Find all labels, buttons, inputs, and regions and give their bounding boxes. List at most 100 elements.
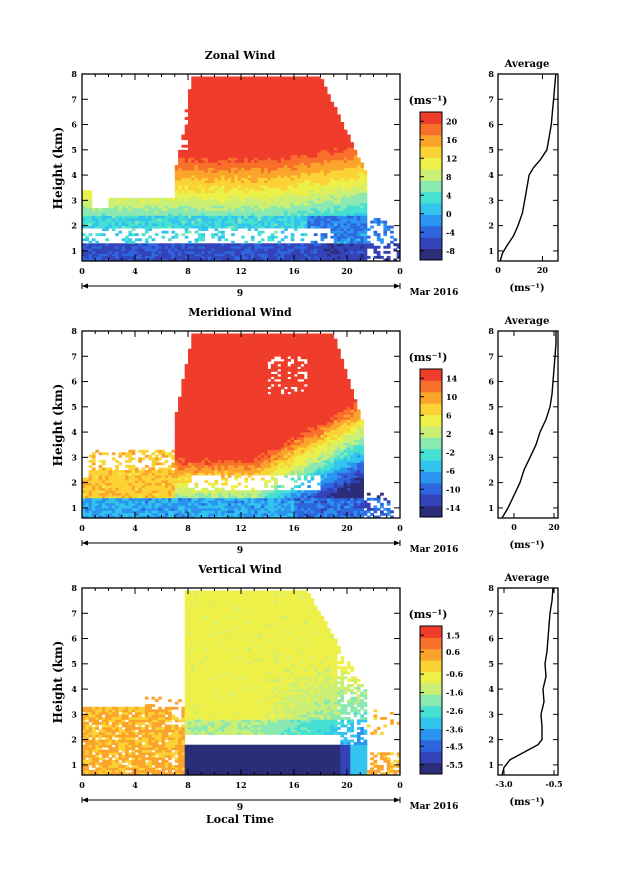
heatmap-cell: [353, 223, 358, 226]
heatmap-cell: [333, 111, 338, 115]
heatmap-cell: [217, 213, 222, 216]
heatmap-cell: [237, 104, 242, 108]
heatmap-cell: [247, 94, 252, 98]
heatmap-cell: [320, 154, 325, 158]
heatmap-cell: [277, 162, 282, 166]
heatmap-cell: [277, 190, 282, 194]
heatmap-cell: [231, 147, 235, 151]
heatmap-cell: [211, 149, 215, 153]
heatmap-cell: [247, 86, 252, 90]
heatmap-cell: [194, 122, 199, 125]
heatmap-cell: [237, 207, 242, 211]
heatmap-cell: [111, 512, 116, 516]
heatmap-cell: [270, 258, 275, 262]
heatmap-cell: [277, 147, 282, 151]
heatmap-cell: [317, 159, 321, 163]
heatmap-cell: [101, 502, 106, 506]
heatmap-cell: [217, 255, 222, 259]
heatmap-cell: [158, 218, 162, 221]
heatmap-cell: [85, 207, 89, 211]
heatmap-cell: [95, 220, 99, 224]
heatmap-cell: [247, 205, 252, 209]
heatmap-cell: [280, 195, 285, 199]
heatmap-cell: [164, 213, 169, 216]
heatmap-cell: [241, 117, 245, 120]
heatmap-cell: [188, 182, 192, 186]
heatmap-cell: [231, 243, 235, 247]
heatmap-cell: [280, 122, 285, 125]
heatmap-cell: [363, 190, 368, 194]
side-y-tick-label: 3: [488, 195, 494, 205]
heatmap-cell: [310, 144, 315, 148]
heatmap-cell: [211, 225, 215, 229]
heatmap-cell: [287, 137, 292, 141]
heatmap-cell: [280, 220, 285, 224]
heatmap-cell: [320, 111, 325, 115]
heatmap-cell: [274, 104, 278, 108]
heatmap-cell: [191, 109, 195, 113]
colorbar-swatch: [420, 112, 442, 124]
heatmap-cell: [257, 157, 262, 161]
heatmap-cell: [260, 218, 265, 221]
heatmap-cell: [300, 172, 305, 176]
heatmap-cell: [135, 507, 139, 511]
heatmap-cell: [353, 177, 358, 181]
heatmap-cell: [287, 253, 292, 257]
heatmap-cell: [300, 159, 305, 163]
heatmap-cell: [98, 495, 103, 499]
heatmap-cell: [267, 253, 272, 257]
heatmap-cell: [188, 165, 192, 168]
heatmap-cell: [353, 248, 358, 252]
heatmap-cell: [277, 154, 282, 158]
heatmap-cell: [303, 137, 308, 141]
heatmap-cell: [181, 190, 186, 194]
heatmap-cell: [247, 172, 252, 176]
heatmap-cell: [184, 258, 189, 262]
heatmap-cell: [227, 159, 232, 163]
heatmap-cell: [85, 505, 89, 509]
heatmap-cell: [340, 167, 345, 171]
heatmap-cell: [211, 243, 215, 247]
heatmap-cell: [303, 109, 308, 113]
heatmap-cell: [221, 230, 225, 234]
heatmap-cell: [260, 253, 265, 257]
heatmap-cell: [174, 190, 179, 194]
heatmap-cell: [168, 197, 172, 201]
heatmap-cell: [188, 187, 192, 191]
heatmap-cell: [194, 197, 199, 201]
heatmap-cell: [294, 99, 298, 103]
heatmap-cell: [85, 490, 89, 494]
heatmap-cell: [144, 240, 149, 244]
heatmap-cell: [148, 253, 152, 257]
heatmap-cell: [260, 167, 265, 171]
heatmap-cell: [347, 258, 351, 262]
heatmap-cell: [144, 470, 149, 473]
heatmap-cell: [95, 490, 99, 494]
heatmap-cell: [141, 223, 146, 226]
heatmap-cell: [307, 185, 311, 189]
heatmap-cell: [217, 258, 222, 262]
heatmap-cell: [148, 505, 152, 509]
heatmap-cell: [135, 200, 139, 204]
heatmap-cell: [297, 182, 301, 186]
heatmap-cell: [264, 132, 268, 135]
heatmap-cell: [264, 147, 268, 151]
heatmap-cell: [237, 106, 242, 110]
heatmap-cell: [300, 137, 305, 141]
heatmap-cell: [214, 162, 219, 166]
heatmap-cell: [247, 192, 252, 196]
heatmap-cell: [227, 79, 232, 82]
heatmap-cell: [207, 94, 212, 98]
heatmap-cell: [294, 223, 298, 226]
heatmap-cell: [148, 202, 152, 206]
heatmap-cell: [280, 182, 285, 186]
heatmap-cell: [181, 210, 186, 214]
heatmap-cell: [317, 147, 321, 151]
heatmap-cell: [237, 94, 242, 98]
heatmap-cell: [237, 248, 242, 252]
heatmap-cell: [158, 490, 162, 494]
heatmap-cell: [393, 238, 398, 242]
heatmap-cell: [144, 477, 149, 481]
heatmap-cell: [241, 111, 245, 115]
